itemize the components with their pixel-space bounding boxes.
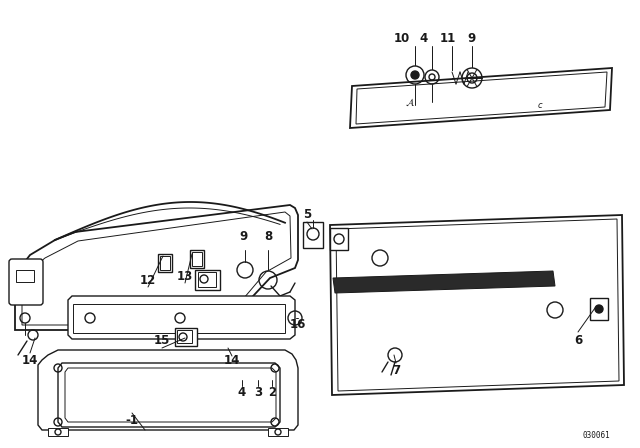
Text: 10: 10 <box>394 31 410 44</box>
Bar <box>175 328 197 346</box>
Bar <box>198 272 216 287</box>
Bar <box>177 330 192 343</box>
Text: 16: 16 <box>290 319 306 332</box>
Bar <box>190 250 204 268</box>
Bar <box>195 270 220 290</box>
Text: 4: 4 <box>238 387 246 400</box>
Text: 14: 14 <box>22 353 38 366</box>
Polygon shape <box>15 205 298 330</box>
Polygon shape <box>330 215 624 395</box>
Bar <box>48 428 68 436</box>
Text: 4: 4 <box>420 31 428 44</box>
Polygon shape <box>38 350 298 430</box>
Bar <box>268 428 288 436</box>
Bar <box>16 270 34 282</box>
Polygon shape <box>333 271 555 293</box>
Polygon shape <box>350 68 612 128</box>
Text: 3: 3 <box>254 387 262 400</box>
Text: 12: 12 <box>140 273 156 287</box>
Text: 15: 15 <box>154 333 170 346</box>
Text: 6: 6 <box>574 333 582 346</box>
Text: $\mathcal{A}$: $\mathcal{A}$ <box>405 96 415 108</box>
FancyBboxPatch shape <box>9 259 43 305</box>
Text: 11: 11 <box>440 31 456 44</box>
Text: 7: 7 <box>392 363 400 376</box>
Bar <box>160 256 170 270</box>
Text: 030061: 030061 <box>582 431 610 439</box>
Bar <box>330 228 348 250</box>
Bar <box>192 252 202 266</box>
Text: 2: 2 <box>268 387 276 400</box>
Text: c: c <box>538 100 542 109</box>
Polygon shape <box>58 363 280 427</box>
Bar <box>590 298 608 320</box>
Text: 13: 13 <box>177 270 193 283</box>
Bar <box>303 222 323 248</box>
Text: 8: 8 <box>264 231 272 244</box>
Circle shape <box>411 71 419 79</box>
Bar <box>158 254 172 272</box>
Text: 14: 14 <box>224 353 240 366</box>
Text: 5: 5 <box>303 208 311 221</box>
Text: 9: 9 <box>468 31 476 44</box>
Polygon shape <box>68 296 295 339</box>
Text: 9: 9 <box>239 231 247 244</box>
Text: -1: -1 <box>125 414 138 426</box>
Circle shape <box>595 305 603 313</box>
